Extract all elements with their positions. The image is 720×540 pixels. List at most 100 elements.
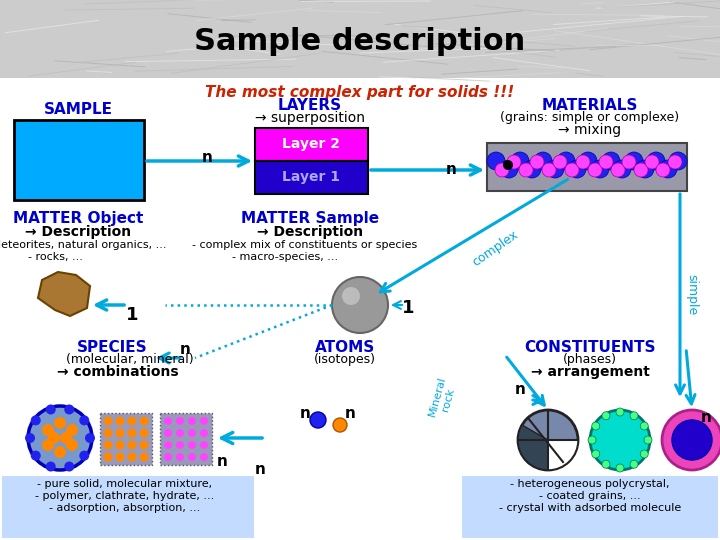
Circle shape [534, 152, 552, 170]
Circle shape [553, 155, 567, 169]
Circle shape [25, 433, 35, 443]
Circle shape [54, 417, 66, 429]
Circle shape [576, 155, 590, 169]
Circle shape [115, 441, 125, 449]
Text: MATERIALS: MATERIALS [542, 98, 638, 112]
Circle shape [634, 163, 648, 177]
Text: (phases): (phases) [563, 354, 617, 367]
Circle shape [127, 429, 137, 437]
Text: Sample description: Sample description [194, 28, 526, 57]
Circle shape [188, 417, 196, 425]
Circle shape [115, 429, 125, 437]
Circle shape [342, 287, 360, 305]
Wedge shape [518, 425, 548, 470]
Bar [0, 78, 720, 540]
Circle shape [66, 424, 78, 436]
Bar [255, 128, 368, 161]
Circle shape [511, 152, 529, 170]
Circle shape [495, 163, 509, 177]
Circle shape [188, 429, 196, 437]
Circle shape [630, 412, 638, 420]
Circle shape [636, 160, 654, 178]
Circle shape [85, 433, 95, 443]
Circle shape [503, 160, 513, 170]
Circle shape [613, 160, 631, 178]
Circle shape [579, 152, 597, 170]
Text: (isotopes): (isotopes) [314, 354, 376, 367]
Circle shape [104, 453, 112, 462]
Circle shape [616, 464, 624, 472]
Circle shape [487, 152, 505, 170]
Circle shape [60, 432, 72, 444]
Circle shape [200, 441, 208, 449]
Circle shape [200, 417, 208, 425]
Circle shape [31, 451, 41, 461]
Text: CONSTITUENTS: CONSTITUENTS [524, 340, 656, 354]
Circle shape [592, 450, 600, 458]
Circle shape [602, 460, 610, 468]
Circle shape [127, 453, 137, 462]
Circle shape [672, 420, 712, 460]
Circle shape [588, 436, 596, 444]
Circle shape [176, 417, 184, 425]
Text: → combinations: → combinations [57, 365, 179, 379]
Circle shape [519, 163, 533, 177]
Text: - heterogeneous polycrystal,: - heterogeneous polycrystal, [510, 479, 670, 489]
Text: n: n [701, 410, 711, 426]
Circle shape [140, 453, 148, 462]
Text: n: n [202, 151, 212, 165]
Circle shape [54, 446, 66, 458]
Circle shape [188, 441, 196, 449]
Circle shape [568, 160, 586, 178]
Circle shape [640, 422, 648, 430]
Text: Layer 2: Layer 2 [282, 137, 340, 151]
Circle shape [602, 412, 610, 420]
Circle shape [42, 439, 54, 451]
Circle shape [176, 453, 184, 461]
Circle shape [164, 441, 172, 449]
Circle shape [164, 453, 172, 461]
Text: 1: 1 [402, 299, 414, 317]
Circle shape [507, 155, 521, 169]
Text: Layer 1: Layer 1 [282, 170, 340, 184]
Text: → superposition: → superposition [255, 111, 365, 125]
Circle shape [611, 163, 625, 177]
Text: - coated grains, ...: - coated grains, ... [539, 491, 641, 501]
Bar [100, 413, 152, 465]
Bar [0, 0, 720, 78]
Circle shape [668, 155, 682, 169]
Circle shape [542, 163, 556, 177]
Text: → mixing: → mixing [559, 123, 621, 137]
Circle shape [616, 408, 624, 416]
Circle shape [28, 406, 92, 470]
Circle shape [46, 462, 55, 471]
Text: SAMPLE: SAMPLE [43, 103, 112, 118]
Text: LAYERS: LAYERS [278, 98, 342, 112]
Circle shape [500, 160, 518, 178]
Circle shape [79, 451, 89, 461]
Circle shape [644, 436, 652, 444]
Circle shape [656, 163, 670, 177]
Text: - crystal with adsorbed molecule: - crystal with adsorbed molecule [499, 503, 681, 513]
Circle shape [46, 404, 55, 415]
Circle shape [48, 432, 60, 444]
Circle shape [164, 417, 172, 425]
Text: → Description: → Description [25, 225, 131, 239]
Text: n: n [217, 455, 228, 469]
Circle shape [310, 412, 326, 428]
Circle shape [104, 416, 112, 426]
Circle shape [588, 163, 602, 177]
Circle shape [127, 441, 137, 449]
Circle shape [592, 422, 600, 430]
Circle shape [140, 429, 148, 437]
Circle shape [645, 155, 659, 169]
Circle shape [622, 155, 636, 169]
Wedge shape [548, 440, 578, 470]
Circle shape [630, 460, 638, 468]
Circle shape [523, 160, 541, 178]
Text: Mineral
rock: Mineral rock [427, 375, 459, 421]
FancyBboxPatch shape [2, 476, 254, 538]
Text: (molecular, mineral): (molecular, mineral) [66, 354, 194, 367]
Circle shape [66, 439, 78, 451]
Bar [14, 120, 144, 200]
